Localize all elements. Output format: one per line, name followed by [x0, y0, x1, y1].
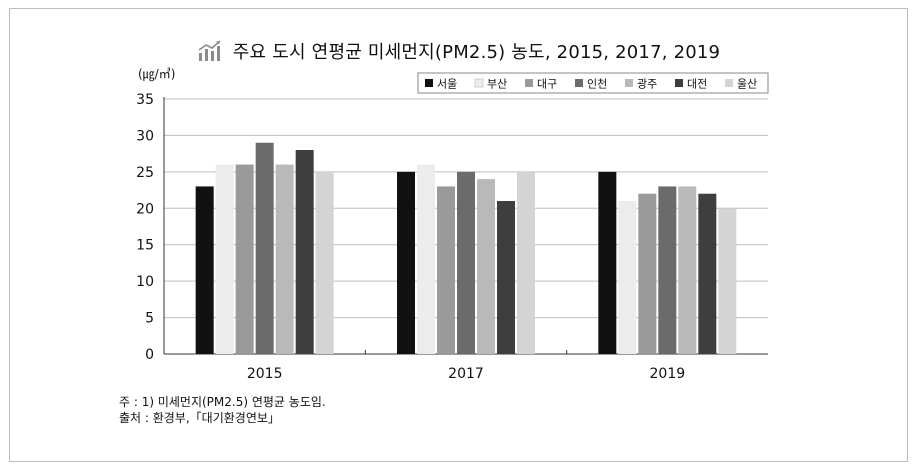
- y-tick-label: 35: [136, 92, 154, 108]
- bar-2015-광주: [275, 164, 294, 354]
- bar-2017-서울: [397, 171, 415, 354]
- legend-label-인천: 인천: [587, 77, 607, 91]
- legend-label-대전: 대전: [687, 78, 707, 91]
- y-axis-unit-label: (㎍/㎥): [138, 67, 175, 81]
- legend-swatch-서울: [425, 79, 433, 87]
- bar-2015-부산: [215, 164, 234, 354]
- bar-2015-울산: [315, 171, 334, 354]
- bar-2017-대전: [497, 201, 515, 354]
- y-tick-label: 5: [145, 311, 154, 327]
- source-note: 출처 : 환경부,「대기환경연보」: [119, 411, 280, 425]
- legend-label-부산: 부산: [487, 78, 507, 91]
- legend-swatch-인천: [575, 79, 583, 87]
- bar-2017-인천: [457, 171, 475, 354]
- x-tick-label: 2019: [650, 366, 686, 382]
- bar-2017-대구: [437, 186, 455, 354]
- bar-chart-icon: [198, 40, 221, 61]
- bar-2017-울산: [517, 171, 535, 354]
- legend-swatch-대구: [525, 79, 533, 87]
- footnote: 주 : 1) 미세먼지(PM2.5) 연평균 농도임.: [119, 395, 326, 409]
- bar-2019-대전: [698, 193, 717, 354]
- bar-2019-울산: [718, 208, 737, 354]
- bar-2019-부산: [618, 201, 637, 354]
- legend-label-대구: 대구: [537, 78, 557, 91]
- x-tick-label: 2017: [448, 366, 484, 382]
- bar-2015-인천: [255, 142, 274, 354]
- y-tick-label: 0: [145, 347, 154, 363]
- bar-2015-대전: [295, 150, 314, 354]
- bar-2015-대구: [235, 164, 254, 354]
- bar-2019-인천: [658, 186, 677, 354]
- y-tick-label: 20: [136, 201, 154, 217]
- chart-title: 주요 도시 연평균 미세먼지(PM2.5) 농도, 2015, 2017, 20…: [232, 42, 721, 63]
- legend-swatch-울산: [725, 79, 733, 87]
- y-tick-label: 10: [136, 274, 154, 290]
- bar-2015-서울: [195, 186, 214, 354]
- legend-label-울산: 울산: [737, 78, 757, 91]
- legend-swatch-광주: [625, 79, 633, 87]
- bar-2017-부산: [417, 164, 435, 354]
- y-tick-label: 30: [136, 128, 154, 144]
- bar-2019-대구: [638, 193, 657, 354]
- bar-2017-광주: [477, 179, 495, 354]
- legend-box: [417, 72, 769, 94]
- bar-2019-서울: [598, 171, 617, 354]
- y-tick-label: 25: [136, 165, 154, 181]
- legend-label-서울: 서울: [437, 78, 457, 91]
- bar-2019-광주: [678, 186, 697, 354]
- chart-title-row: 주요 도시 연평균 미세먼지(PM2.5) 농도, 2015, 2017, 20…: [10, 38, 907, 64]
- legend-swatch-대전: [675, 79, 683, 87]
- chart-notes: 주 : 1) 미세먼지(PM2.5) 연평균 농도임. 출처 : 환경부,「대기…: [119, 394, 326, 426]
- legend-swatch-부산: [474, 78, 484, 88]
- legend-label-광주: 광주: [637, 78, 657, 91]
- x-tick-label: 2015: [247, 366, 283, 382]
- y-tick-label: 15: [136, 238, 154, 254]
